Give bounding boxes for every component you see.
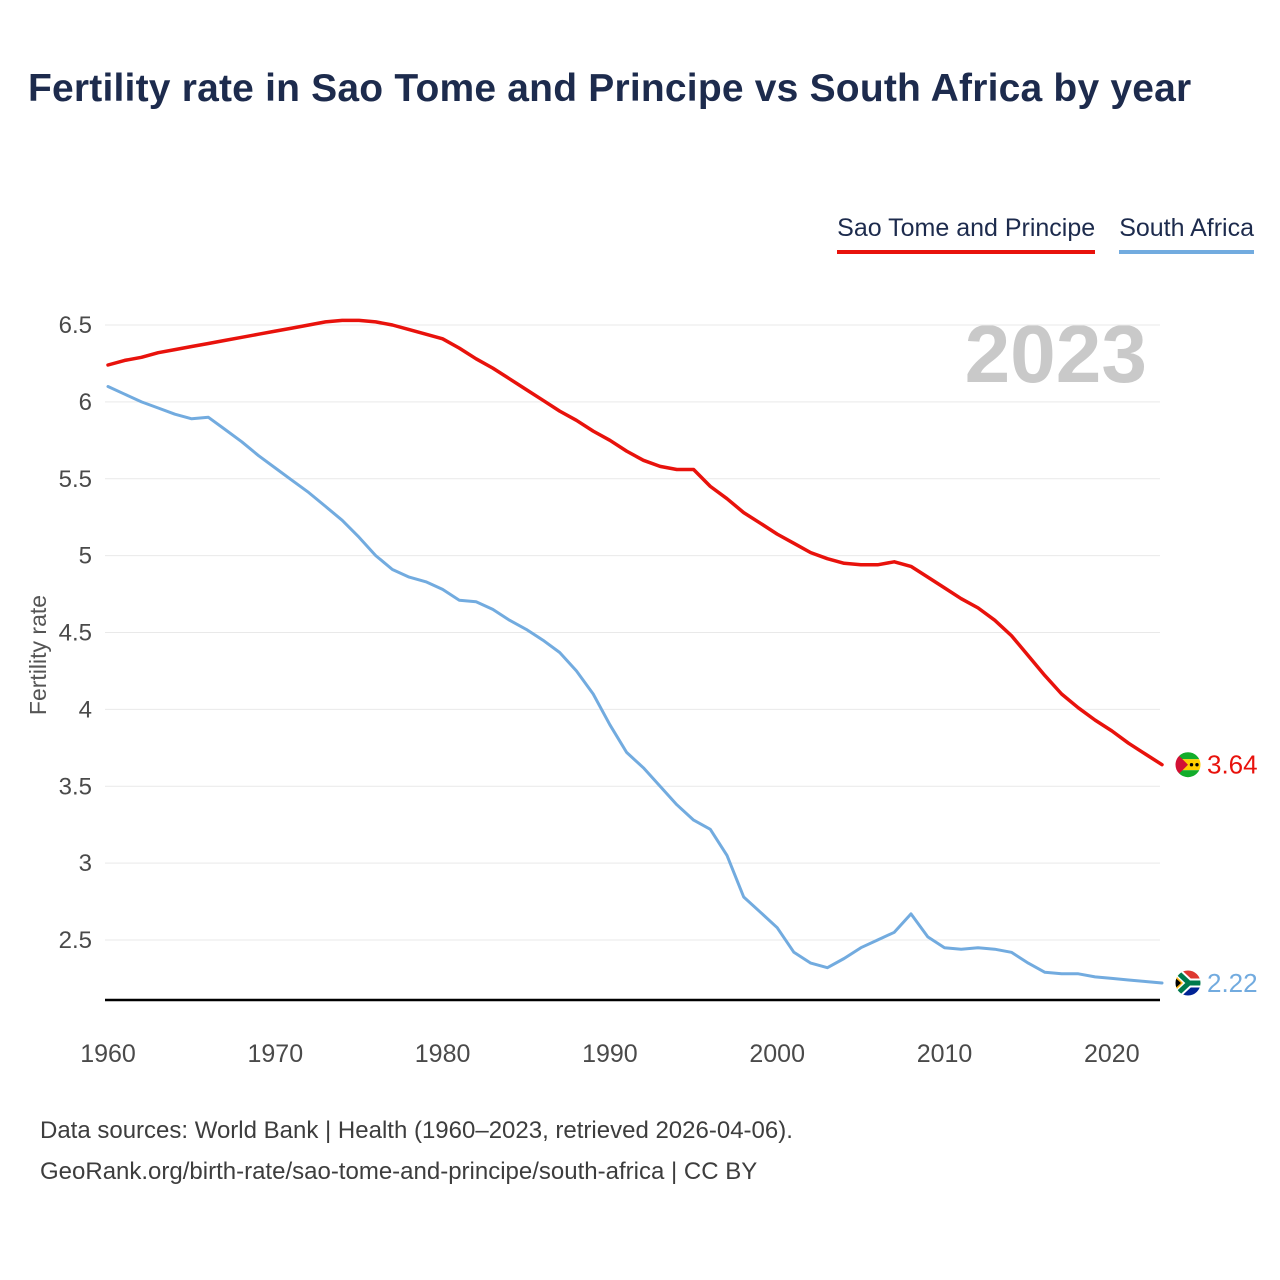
y-tick-label: 6.5 xyxy=(59,312,92,339)
y-tick-label: 4 xyxy=(79,696,92,723)
sao-tome-and-principe-flag-icon xyxy=(1174,751,1202,779)
gridlines xyxy=(105,324,1160,941)
y-tick-labels: 2.5 3 3.5 4 4.5 5 5.5 6 6.5 xyxy=(59,312,92,954)
watermark-year: 2023 xyxy=(965,309,1147,400)
south-africa-flag-icon xyxy=(1174,969,1202,997)
series-lines xyxy=(106,318,1164,985)
y-tick-label: 5.5 xyxy=(59,466,92,493)
legend-item-south-africa[interactable]: South Africa xyxy=(1119,214,1254,254)
x-tick-label: 1990 xyxy=(582,1040,638,1068)
y-tick-label: 5 xyxy=(79,543,92,570)
x-tick-label: 1970 xyxy=(247,1040,303,1068)
y-tick-label: 6 xyxy=(79,389,92,416)
footer-data-sources: Data sources: World Bank | Health (1960–… xyxy=(40,1117,793,1144)
y-tick-label: 4.5 xyxy=(59,620,92,647)
footer-attribution: GeoRank.org/birth-rate/sao-tome-and-prin… xyxy=(40,1158,758,1185)
y-tick-label: 2.5 xyxy=(59,927,92,954)
page-title: Fertility rate in Sao Tome and Principe … xyxy=(28,67,1192,110)
x-tick-labels: 1960 1970 1980 1990 2000 2010 2020 xyxy=(80,1040,1139,1068)
series-line-sao-tome-and-principe xyxy=(106,318,1164,767)
y-tick-label: 3 xyxy=(79,850,92,877)
footer: Data sources: World Bank | Health (1960–… xyxy=(40,1110,793,1192)
y-axis-label: Fertility rate xyxy=(25,595,51,715)
legend: Sao Tome and Principe South Africa xyxy=(837,214,1254,254)
end-value-south-africa: 2.22 xyxy=(1207,968,1258,998)
x-tick-label: 1980 xyxy=(415,1040,471,1068)
x-tick-label: 1960 xyxy=(80,1040,136,1068)
x-tick-label: 2010 xyxy=(917,1040,973,1068)
end-value-sao-tome-and-principe: 3.64 xyxy=(1207,750,1258,780)
x-tick-label: 2000 xyxy=(749,1040,805,1068)
fertility-line-chart[interactable]: 2023 2.5 3 3.5 4 4.5 5 5.5 6 6.5 1960 1970 1980 199… xyxy=(0,260,1280,1090)
legend-item-sao-tome-and-principe[interactable]: Sao Tome and Principe xyxy=(837,214,1096,254)
series-line-south-africa xyxy=(106,385,1164,985)
y-tick-label: 3.5 xyxy=(59,773,92,800)
x-tick-label: 2020 xyxy=(1084,1040,1140,1068)
